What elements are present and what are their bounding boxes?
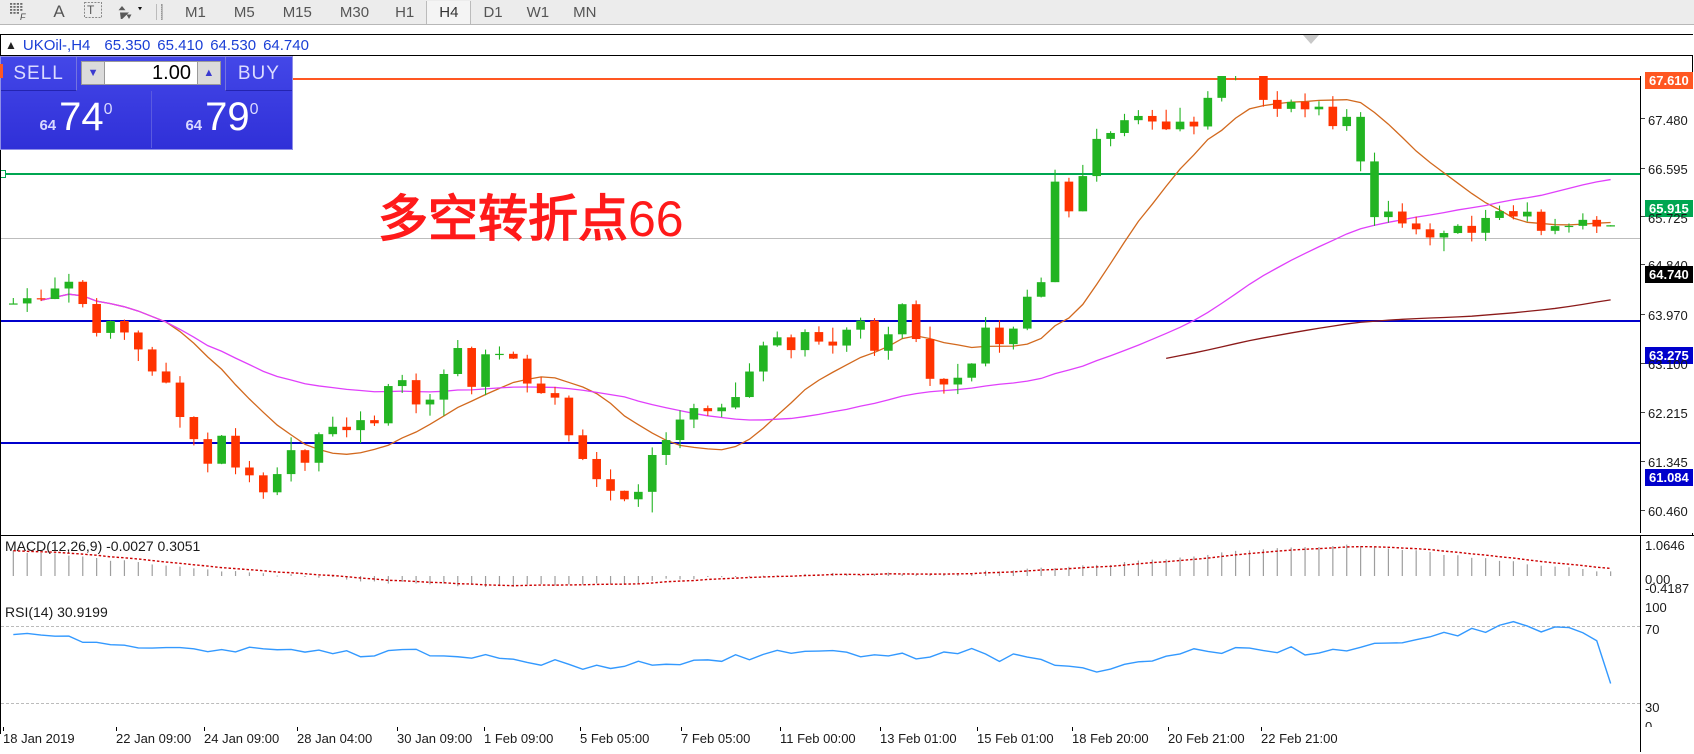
svg-text:F: F — [20, 12, 26, 21]
svg-text:T: T — [87, 3, 95, 17]
